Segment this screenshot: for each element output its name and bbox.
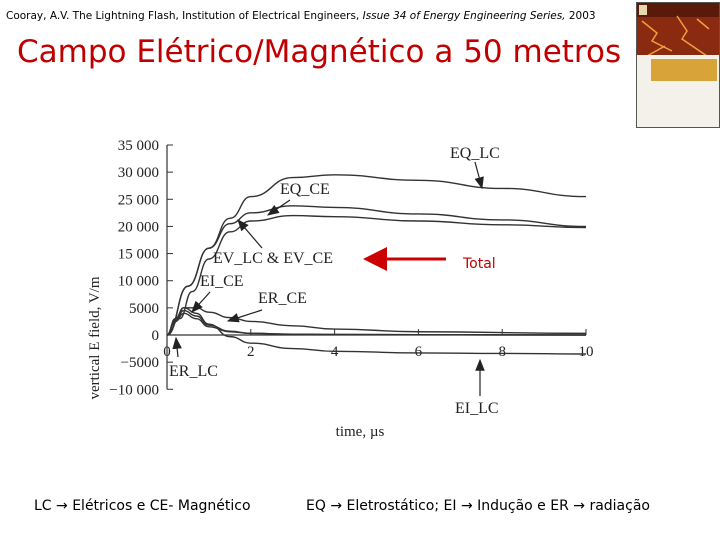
x-axis-label: time, µs [336,424,385,440]
citation: Cooray, A.V. The Lightning Flash, Instit… [6,10,596,22]
y-tick-label: 5000 [129,301,159,317]
footer-right-note: EQ → Eletrostático; EI → Indução e ER → … [306,498,650,514]
lightning-image [641,15,710,57]
book-cover-image [636,2,720,128]
y-tick-label: 30 000 [118,165,159,181]
curve-label: EI_LC [455,400,499,417]
total-label: Total [462,256,496,272]
citation-series: Issue 34 of Energy Engineering Series, [362,10,566,22]
curve-label: ER_CE [258,290,307,307]
curve-label: ER_LC [169,363,218,380]
curve-label-arrow [474,161,484,190]
y-tick-label: 35 000 [118,138,159,154]
y-tick-label: 25 000 [118,192,159,208]
book-cover-top-strip [637,3,719,17]
curve-label: EV_LC & EV_CE [213,250,333,267]
curve-label-arrow [237,219,263,249]
x-tick-label: 6 [415,344,423,360]
y-tick-label: 20 000 [118,219,159,235]
y-tick-label: −10 000 [109,382,159,398]
series-ev-lc-ev-ce [166,214,587,336]
citation-year: 2003 [565,10,596,22]
y-tick-label: 0 [152,328,160,344]
y-tick-label: 10 000 [118,274,159,290]
x-tick-label: 2 [247,344,255,360]
y-tick-label: −5000 [121,355,159,371]
curve-label-arrow [267,199,291,216]
e-field-chart: 35 000 30 000 25 000 20 000 15 000 10 000 5000… [87,138,594,440]
curve-label-arrow [172,336,182,358]
curve-label: EI_CE [200,273,244,290]
x-tick-label: 8 [498,344,506,360]
book-cover-title-band [651,59,717,81]
footer-left-note: LC → Elétricos e CE- Magnético [34,498,251,514]
y-tick-label: 15 000 [118,247,159,263]
curve-label: EQ_CE [280,181,330,198]
series-eq-ce [166,205,587,336]
y-tick-labels: 35 000 30 000 25 000 20 000 15 000 10 000 5000… [109,138,159,398]
citation-prefix: Cooray, A.V. The Lightning Flash, Instit… [6,10,363,22]
curve-labels: EQ_LC EQ_CE EV_LC & EV_CE EI_CE ER_CE ER_LC EI… [169,145,500,417]
x-tick-label: 0 [163,344,171,360]
series-er-lc [166,309,587,336]
x-tick-labels: 0 2 4 6 8 10 [163,344,593,360]
x-tick-label: 4 [331,344,339,360]
curve-label-arrow [191,291,211,313]
y-axis-label: vertical E field, V/m [87,276,103,399]
book-cover-logo [639,5,647,15]
curve-label: EQ_LC [450,145,500,162]
curve-label-arrow [226,309,263,323]
slide-title: Campo Elétrico/Magnético a 50 metros [17,34,622,70]
x-tick-label: 10 [579,344,594,360]
